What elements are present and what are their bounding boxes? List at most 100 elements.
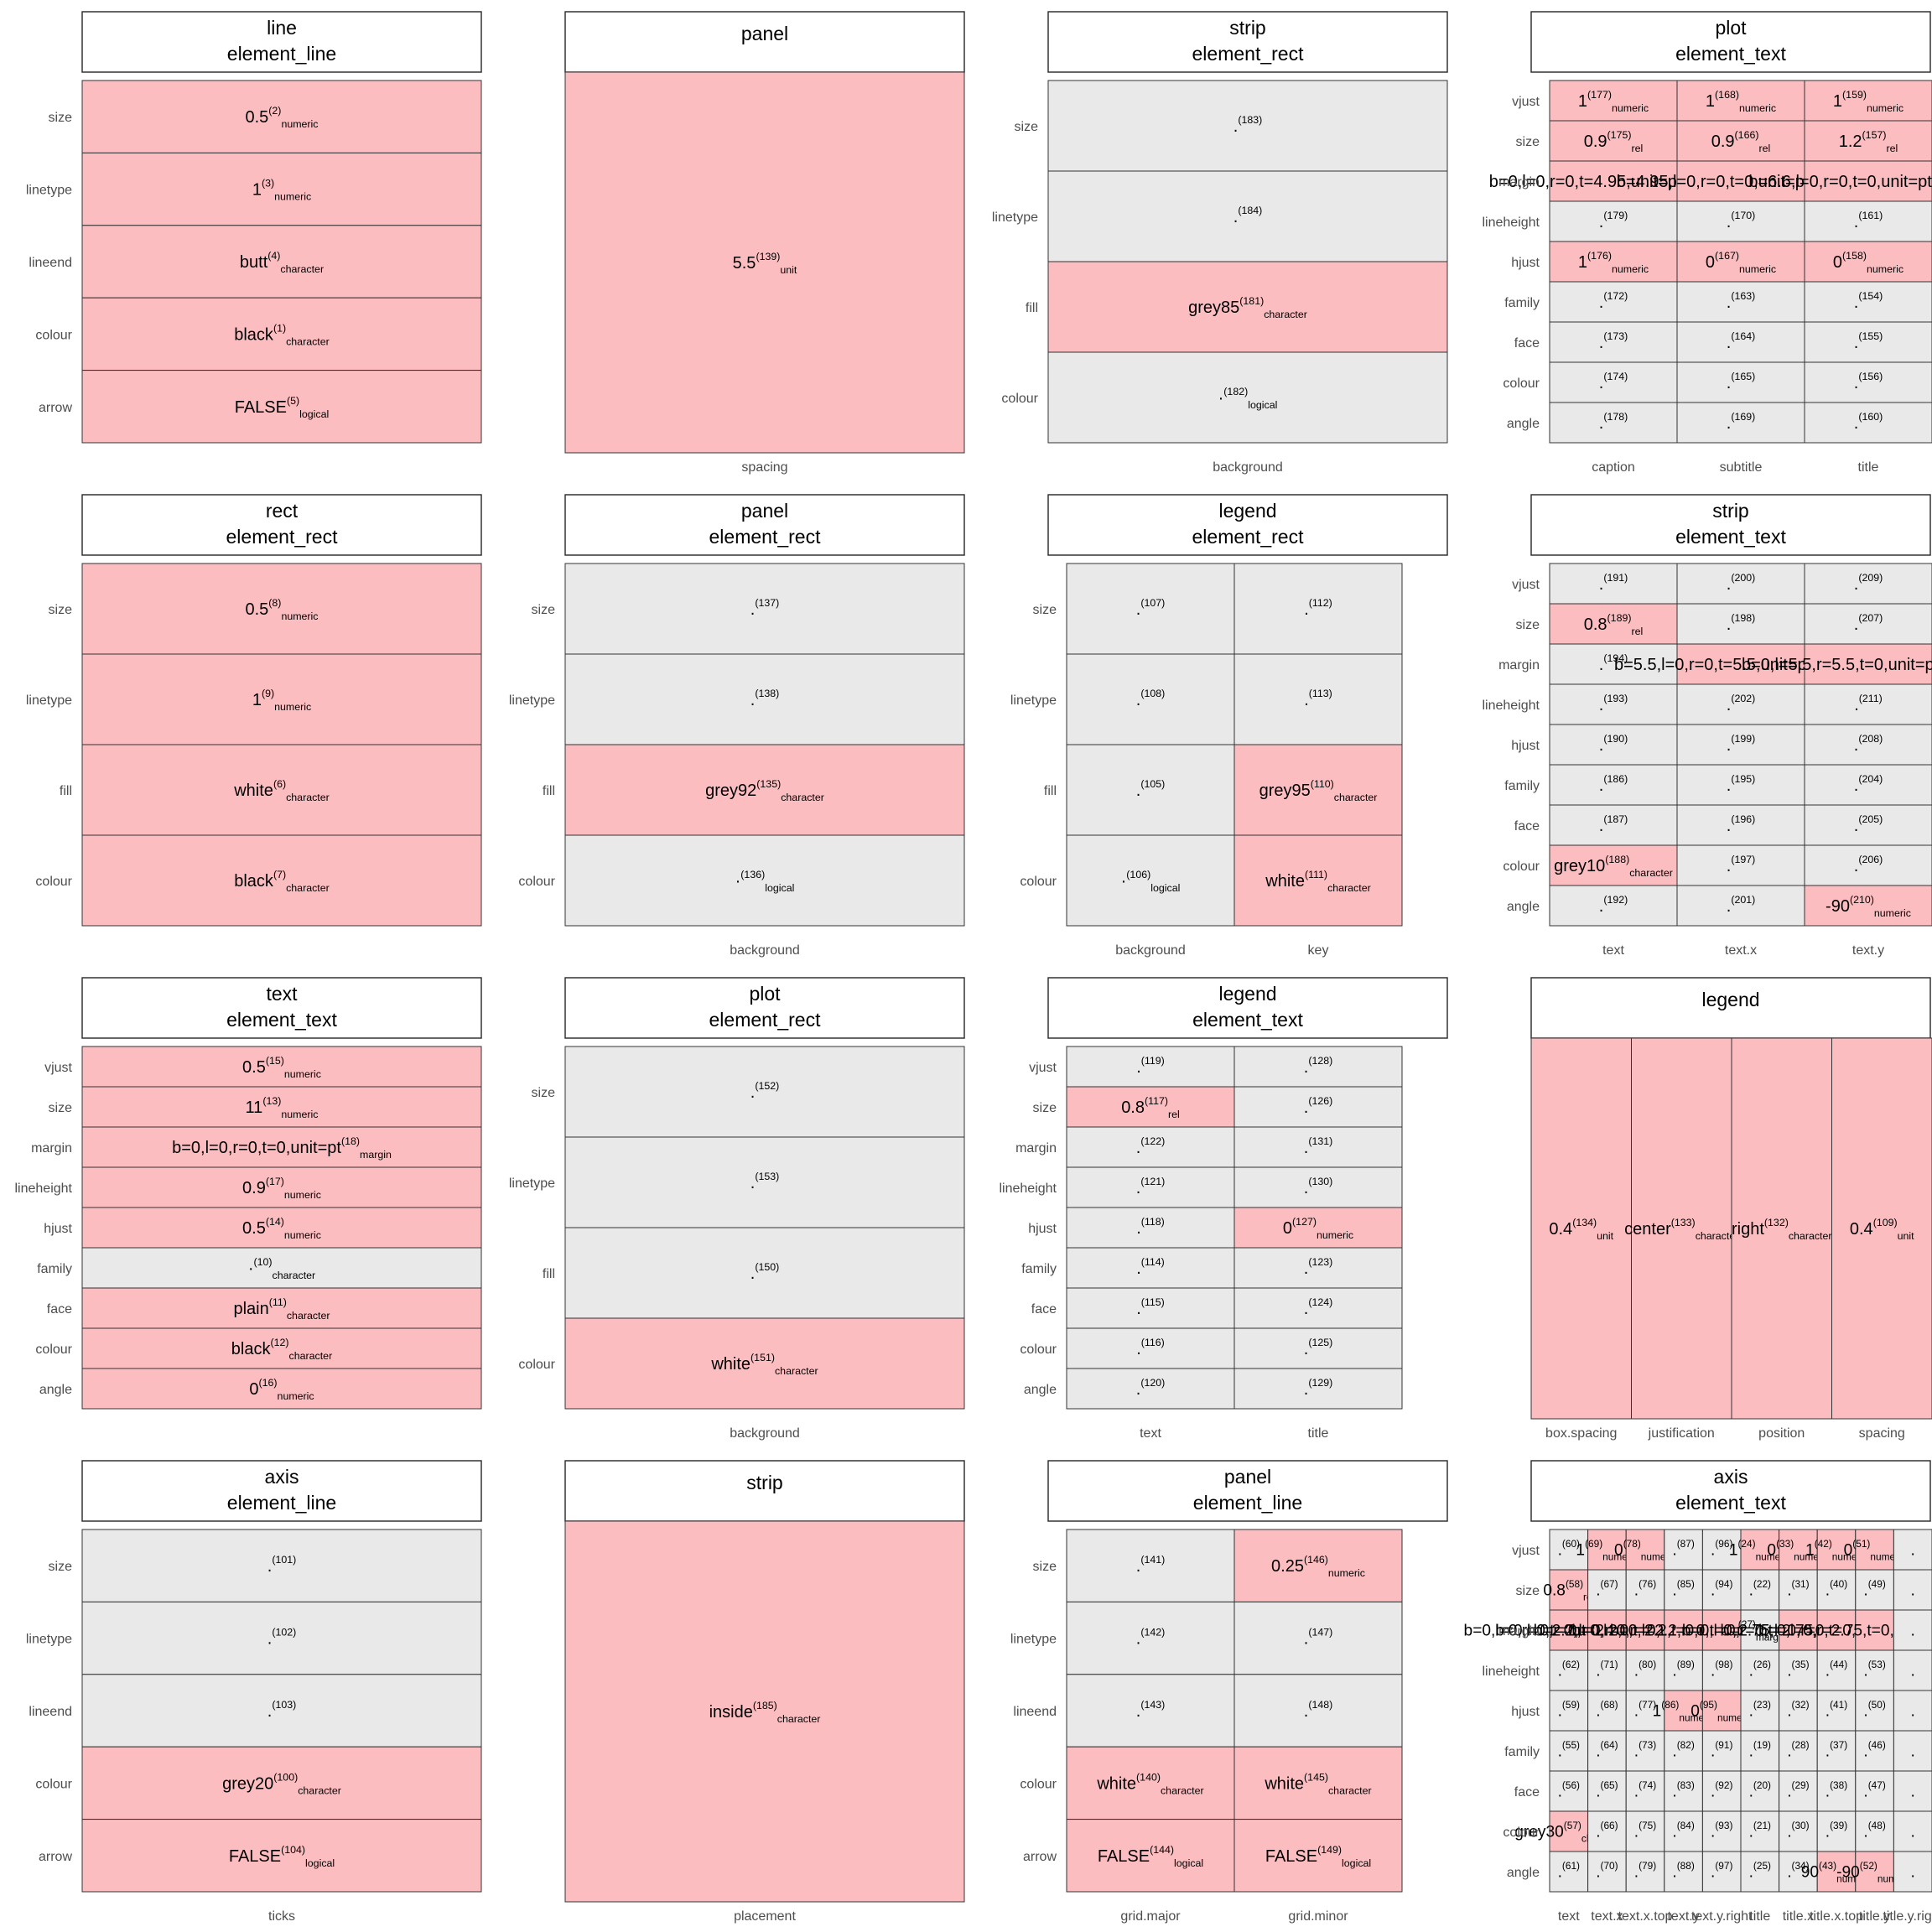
cell-value: .(164): [1727, 330, 1756, 352]
cell: [1676, 241, 1805, 283]
row-label: vjust: [44, 1061, 72, 1075]
panel-header: [1530, 1460, 1931, 1522]
cell-value: ·(182)logical: [1218, 386, 1278, 411]
cell: [1701, 1730, 1742, 1772]
cell: [1893, 1649, 1932, 1691]
cell: [1893, 1569, 1932, 1611]
cell-value: .(21): [1749, 1820, 1771, 1841]
cell-value: .(173): [1599, 330, 1628, 352]
row-label: colour: [35, 1777, 72, 1791]
row-label: linetype: [509, 693, 555, 708]
column-label: background: [1115, 943, 1186, 958]
column-label: key: [1308, 943, 1329, 958]
panel-10: legend element_text .(119) .(128) 0.8(117)re…: [1000, 977, 1448, 1441]
panel-12: axis element_line .(101) .(102) .(103) grey20…: [26, 1460, 482, 1924]
row-label: lineheight: [15, 1182, 73, 1196]
cell-value: .(38): [1826, 1779, 1847, 1801]
cell: [1047, 351, 1448, 444]
panel-header: [1530, 11, 1931, 73]
cell: [81, 1368, 482, 1410]
cell: [1676, 402, 1805, 444]
cell: [1233, 1207, 1403, 1249]
panel-8: text element_text 0.5(15)numeric 11(13)nume…: [15, 977, 482, 1410]
cell-value: .(204): [1854, 773, 1883, 795]
cell: [1676, 643, 1805, 685]
cell: [1804, 80, 1932, 122]
cell: [1066, 1247, 1235, 1289]
panel-7: strip element_text .(191) .(200) .(209) 0.8(1…: [1483, 494, 1932, 958]
cell-value: .(92): [1711, 1779, 1732, 1801]
panel-title: legend: [1218, 983, 1276, 1005]
cell-value: .(208): [1854, 733, 1883, 755]
column-label: background: [730, 1426, 800, 1441]
cell: [1676, 724, 1805, 766]
cell-value: 1(176)numeric: [1578, 250, 1649, 275]
cell-value: .(87): [1672, 1538, 1694, 1560]
cell: [81, 1529, 482, 1602]
cell: [1676, 885, 1805, 927]
cell-value: .(174): [1599, 371, 1628, 392]
panel-subtitle: element_text: [1675, 526, 1786, 548]
cell-value: .(194): [1599, 652, 1628, 674]
cell: [1664, 1609, 1703, 1651]
row-label: linetype: [509, 1176, 555, 1191]
cell-value: .(202): [1727, 693, 1756, 714]
cell-value: 1(168)numeric: [1706, 89, 1776, 114]
cell-value: FALSE(5)logical: [235, 395, 330, 420]
cell: [1549, 643, 1678, 685]
cell: [1066, 1086, 1235, 1128]
row-label: family: [1021, 1262, 1057, 1276]
cell-value: .(156): [1854, 371, 1883, 392]
cell: [1549, 361, 1678, 403]
panel-title: strip: [1229, 17, 1265, 39]
cell: [1804, 844, 1932, 886]
cell-value: .(154): [1854, 290, 1883, 312]
row-label: hjust: [1511, 739, 1540, 753]
column-label: placement: [734, 1909, 796, 1924]
cell-value: .(49): [1863, 1578, 1885, 1600]
panel-header: [81, 1460, 482, 1522]
cell-value: .(153): [750, 1171, 780, 1192]
cell: [1549, 241, 1678, 283]
cell-value: .(23): [1749, 1699, 1771, 1721]
cell-value: .(184): [1233, 205, 1263, 226]
row-label: hjust: [1028, 1222, 1057, 1236]
cell-value: FALSE(144)logical: [1098, 1844, 1203, 1869]
cell: [1740, 1569, 1780, 1611]
cell-value: .(91): [1711, 1739, 1732, 1761]
row-label: colour: [35, 1343, 72, 1357]
cell: [1779, 1529, 1818, 1571]
cell: [81, 1086, 482, 1128]
cell: [1779, 1649, 1818, 1691]
cell-value: 0.5(2)numeric: [245, 105, 318, 130]
row-label: lineheight: [1483, 699, 1540, 713]
cell: [1233, 1086, 1403, 1128]
cell-value: .(108): [1136, 688, 1166, 709]
cell-value: .(130): [1304, 1176, 1333, 1197]
row-label: linetype: [26, 1633, 72, 1647]
cell: [1066, 1327, 1235, 1369]
cell-value: .(131): [1304, 1135, 1333, 1157]
column-label: justification: [1648, 1426, 1715, 1441]
cell: [1676, 563, 1805, 605]
cell: [1631, 1037, 1732, 1420]
cell-value: b=0,l=0,r=0,t=0,unit=pt(18)margin: [172, 1135, 392, 1161]
column-label: text: [1140, 1426, 1161, 1441]
cell-value: .(128): [1304, 1055, 1333, 1077]
cell-value: .(80): [1634, 1659, 1656, 1680]
cell: [1804, 281, 1932, 323]
cell-value: 0.4(134)unit: [1549, 1217, 1613, 1242]
column-label: text.x.top: [1618, 1909, 1673, 1924]
cell-value: .(22): [1749, 1578, 1771, 1600]
cell: [1066, 1368, 1235, 1410]
cell: [1587, 1609, 1627, 1651]
cell-value: .: [1911, 1784, 1915, 1801]
cell: [1676, 683, 1805, 725]
cell: [1587, 1569, 1627, 1611]
cell: [1676, 321, 1805, 363]
cell-value: .(113): [1304, 688, 1332, 709]
cell-value: black(7)character: [234, 869, 330, 894]
row-label: colour: [1503, 377, 1540, 391]
column-label: caption: [1592, 460, 1635, 475]
